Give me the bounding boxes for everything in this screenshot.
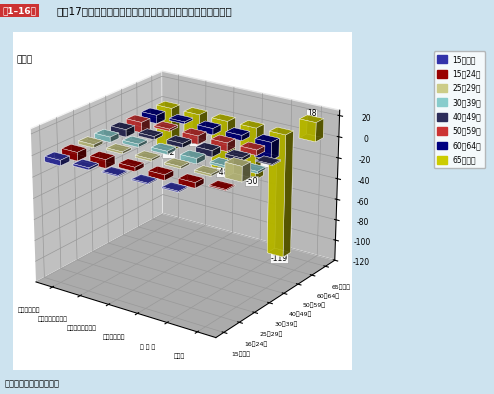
Text: 注　警察庁資料による。: 注 警察庁資料による。 [5,379,60,388]
Text: ㅨ1–16図: ㅨ1–16図 [2,6,37,15]
Text: （人）: （人） [17,55,33,64]
Text: 平成17年中の状態別・年齢層別交通事故死者数（対前年比）: 平成17年中の状態別・年齢層別交通事故死者数（対前年比） [57,6,233,16]
Legend: 15歳以下, 15～24歳, 25～29歳, 30～39歳, 40～49歳, 50～59歳, 60～64歳, 65歳以上: 15歳以下, 15～24歳, 25～29歳, 30～39歳, 40～49歳, 5… [434,51,485,168]
